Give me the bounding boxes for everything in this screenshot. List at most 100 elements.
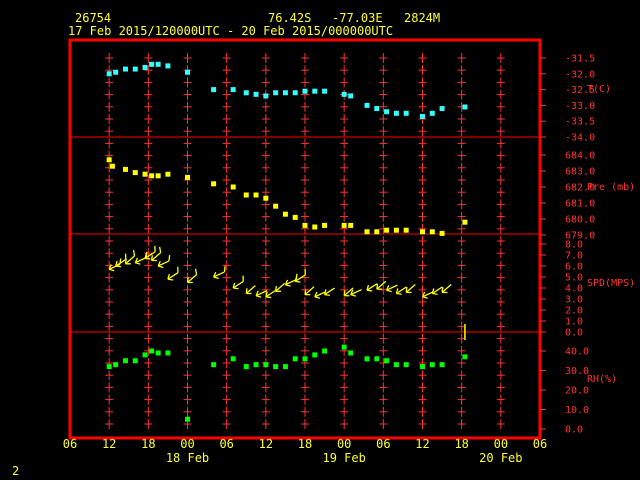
- wind-barb-head: [186, 277, 189, 283]
- header: 26754 76.42S -77.03E 2824M 17 Feb 2015/1…: [68, 11, 440, 38]
- wind-axis-label: SPD(MPS): [587, 278, 635, 289]
- pressure-point: [122, 166, 128, 172]
- x-tick-label: 18: [298, 437, 312, 451]
- wind-barb: [245, 285, 256, 295]
- wind-barb-shaft: [366, 283, 378, 291]
- grid-crosses: [105, 53, 505, 429]
- wind-barb: [395, 286, 407, 295]
- wind-barb-feather: [158, 246, 162, 253]
- pressure-ytick-label: 681.0: [565, 199, 595, 210]
- wind-barb-head: [314, 296, 321, 299]
- wind-ytick-label: 2.0: [565, 306, 583, 317]
- wind-barb: [421, 291, 434, 299]
- humidity-point: [393, 362, 399, 368]
- wind-barb: [366, 283, 378, 292]
- wind-barb-head: [366, 284, 370, 291]
- wind-barb: [265, 289, 277, 299]
- wind-barb-head: [108, 264, 112, 270]
- humidity-point: [211, 362, 217, 368]
- humidity-point: [302, 356, 308, 362]
- wind-barb: [144, 245, 156, 260]
- temperature-point: [165, 63, 171, 69]
- wind-panel: 8.07.06.05.04.03.02.01.00.0 SPD(MPS): [108, 240, 635, 340]
- x-tick-label: 00: [494, 437, 508, 451]
- temperature-point: [155, 61, 161, 67]
- pressure-point: [292, 214, 298, 220]
- wind-ytick-label: 4.0: [565, 284, 583, 295]
- wind-barb-feather: [242, 275, 244, 282]
- pressure-point: [403, 227, 409, 233]
- wind-barb: [213, 266, 226, 280]
- wind-barb-head: [386, 289, 392, 293]
- wind-barb-head: [274, 285, 277, 292]
- pressure-point: [312, 224, 318, 230]
- pressure-point: [462, 219, 468, 225]
- humidity-point: [374, 356, 380, 362]
- wind-ytick-label: 1.0: [565, 317, 583, 328]
- pressure-axis-label: Pre (mb): [587, 182, 635, 193]
- temperature-point: [142, 64, 148, 70]
- wind-barb-shaft: [157, 260, 170, 267]
- x-tick-label: 06: [219, 437, 233, 451]
- temperature-point: [341, 91, 347, 97]
- humidity-point: [253, 362, 259, 368]
- wind-barb-head: [213, 276, 219, 280]
- humidity-point: [243, 364, 249, 370]
- wind-barb-shaft: [187, 274, 197, 283]
- wind-barb: [186, 268, 198, 284]
- wind-barb-shaft: [386, 284, 398, 291]
- wind-barb-shaft: [396, 286, 407, 295]
- wind-barb-head: [275, 290, 281, 292]
- x-axis: 06 12 18 00 06 12 18 00 06 12 18 00 06 18 Feb 19 Feb 20…: [63, 437, 547, 465]
- wind-barb-head: [366, 289, 373, 292]
- humidity-point: [273, 364, 279, 370]
- longitude: -77.03E: [332, 11, 383, 25]
- pressure-point: [149, 173, 155, 179]
- humidity-point: [149, 348, 155, 354]
- wind-barb: [294, 269, 306, 283]
- wind-barb: [274, 282, 286, 292]
- wind-barb-shaft: [151, 252, 162, 261]
- wind-barb-head: [245, 288, 248, 294]
- wind-barb: [157, 255, 171, 269]
- wind-barb-head: [344, 295, 350, 297]
- humidity-point: [420, 364, 425, 370]
- x-tick-label: 06: [376, 437, 390, 451]
- wind-barb-head: [406, 291, 412, 294]
- wind-barb-shaft: [431, 286, 443, 295]
- temperature-point: [429, 110, 435, 116]
- pressure-point: [348, 222, 354, 228]
- wind-barb-feather: [194, 268, 198, 275]
- wind-ytick-label: 6.0: [565, 262, 583, 273]
- wind-barb-feather: [168, 255, 171, 261]
- wind-barb: [255, 290, 268, 298]
- humidity-point: [322, 348, 328, 354]
- temperature-point: [462, 104, 468, 110]
- wind-barb-head: [432, 292, 438, 295]
- wind-ytick-label: 8.0: [565, 240, 583, 251]
- wind-barb: [405, 284, 416, 294]
- x-tick-label: 12: [102, 437, 116, 451]
- pressure-point: [132, 170, 138, 176]
- wind-barb-head: [265, 291, 268, 297]
- wind-barb-shaft: [232, 280, 244, 289]
- temperature-ytick-label: -31.5: [565, 54, 595, 65]
- pressure-point: [109, 163, 115, 169]
- wind-barb: [232, 275, 244, 290]
- date-label: 20 Feb: [479, 451, 522, 465]
- humidity-point: [185, 416, 190, 422]
- wind-ytick-label: 3.0: [565, 295, 583, 306]
- wind-barb-shaft: [343, 287, 354, 297]
- wind-barb-head: [135, 262, 141, 265]
- wind-barb-head: [396, 292, 402, 295]
- humidity-ytick-label: 30.0: [565, 366, 589, 377]
- wind-barb-head: [304, 293, 311, 296]
- x-tick-label: 12: [259, 437, 273, 451]
- wind-barb: [314, 291, 326, 299]
- station-id: 26754: [75, 11, 111, 25]
- pressure-ytick-label: 682.0: [565, 183, 595, 194]
- wind-barb-shaft: [376, 280, 387, 290]
- wind-barb-head: [285, 284, 291, 287]
- wind-barb-head: [246, 292, 252, 295]
- pressure-point: [106, 157, 112, 163]
